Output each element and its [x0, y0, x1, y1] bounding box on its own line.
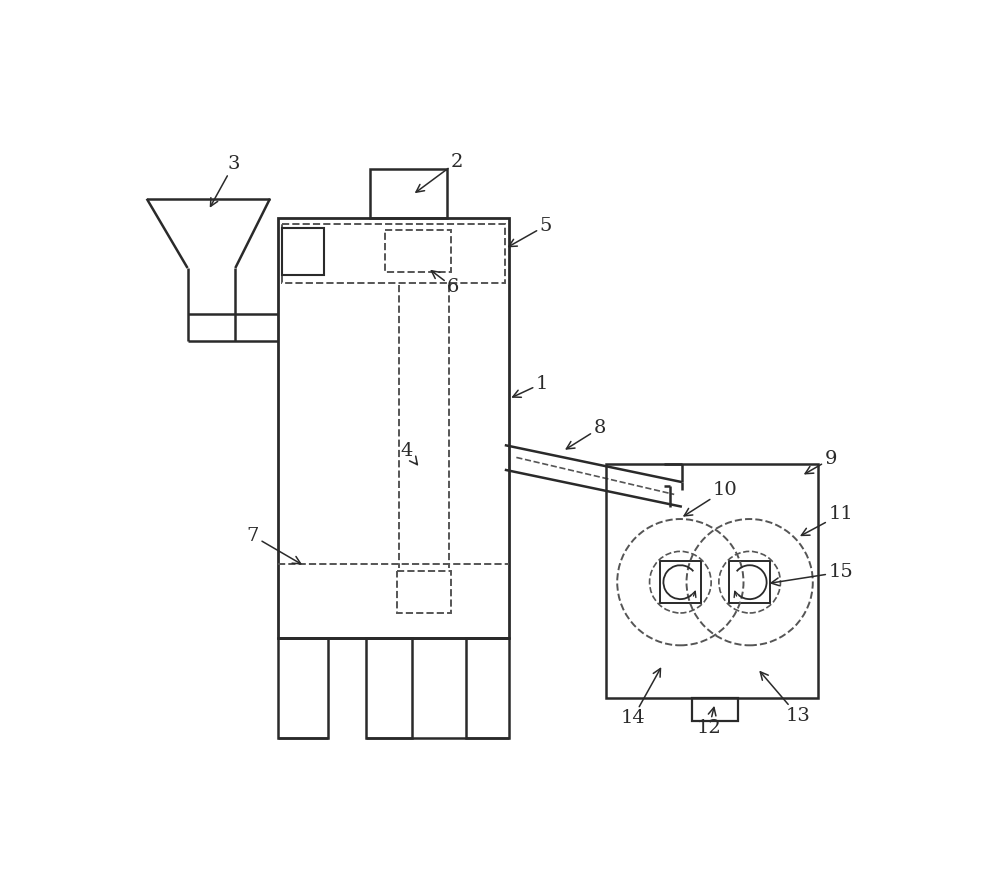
Text: 13: 13: [760, 672, 811, 725]
Text: 5: 5: [509, 217, 552, 246]
Text: 4: 4: [401, 442, 417, 464]
Text: 12: 12: [696, 707, 721, 737]
Text: 15: 15: [771, 563, 853, 586]
Text: 1: 1: [513, 375, 548, 397]
Text: 2: 2: [416, 152, 463, 192]
Text: 9: 9: [805, 450, 837, 474]
Text: 3: 3: [211, 155, 240, 206]
Text: 10: 10: [684, 481, 737, 516]
Text: 14: 14: [620, 669, 660, 727]
Text: 8: 8: [566, 419, 606, 449]
Text: 7: 7: [247, 527, 301, 563]
Text: 11: 11: [801, 505, 853, 535]
Text: 6: 6: [431, 271, 459, 296]
